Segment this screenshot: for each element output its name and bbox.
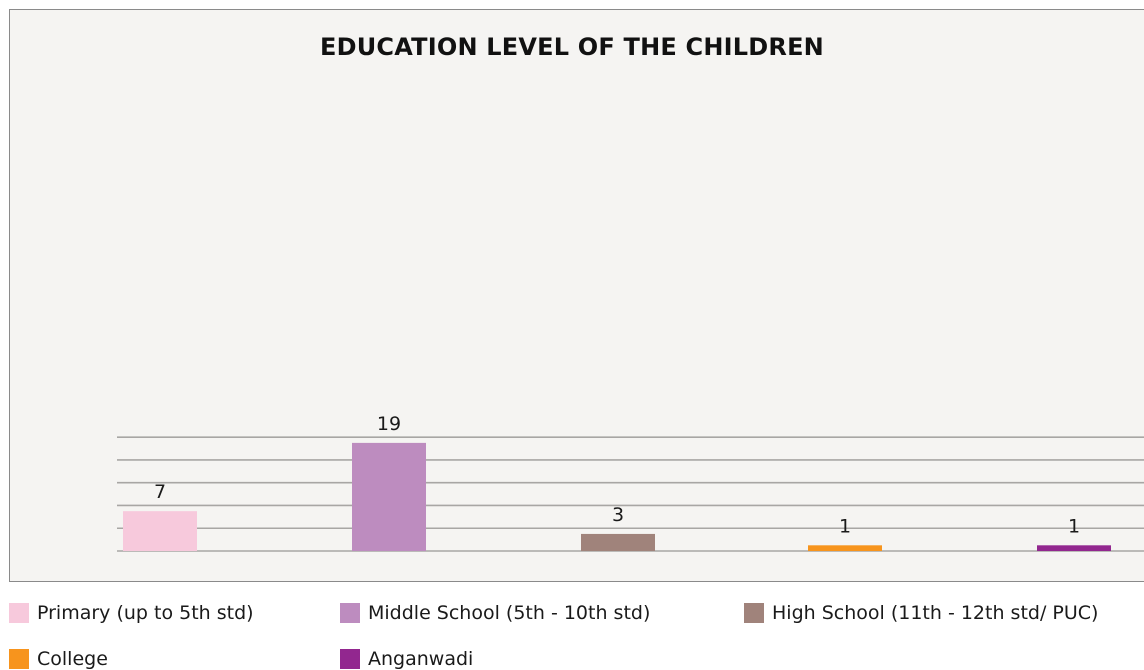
chart-title: EDUCATION LEVEL OF THE CHILDREN [320, 33, 824, 61]
bar-4 [808, 545, 882, 551]
legend-item-middle-school: Middle School (5th - 10th std) [340, 602, 650, 624]
legend-swatch-anganwadi [340, 649, 360, 669]
legend-swatch-middle-school [340, 603, 360, 623]
bar-value-label-4: 1 [839, 515, 851, 537]
legend-item-primary: Primary (up to 5th std) [9, 602, 254, 624]
bar-value-label-3: 3 [612, 504, 624, 526]
bar-1 [123, 511, 197, 551]
bar-value-label-5: 1 [1068, 515, 1080, 537]
bar-3 [581, 533, 655, 551]
legend-label-primary: Primary (up to 5th std) [37, 602, 254, 624]
bar-value-label-2: 19 [377, 413, 401, 435]
chart-legend: Primary (up to 5th std) Middle School (5… [0, 596, 1144, 670]
legend-item-college: College [9, 648, 108, 670]
legend-label-college: College [37, 648, 108, 670]
chart-area [9, 9, 1144, 582]
bar-value-label-1: 7 [154, 481, 166, 503]
legend-item-high-school: High School (11th - 12th std/ PUC) [744, 602, 1098, 624]
legend-swatch-primary [9, 603, 29, 623]
bar-5 [1037, 545, 1111, 551]
legend-label-high-school: High School (11th - 12th std/ PUC) [772, 602, 1099, 624]
legend-label-anganwadi: Anganwadi [368, 648, 474, 670]
legend-swatch-college [9, 649, 29, 669]
bar-2 [352, 442, 426, 551]
legend-item-anganwadi: Anganwadi [340, 648, 473, 670]
legend-swatch-high-school [744, 603, 764, 623]
legend-label-middle-school: Middle School (5th - 10th std) [368, 602, 651, 624]
